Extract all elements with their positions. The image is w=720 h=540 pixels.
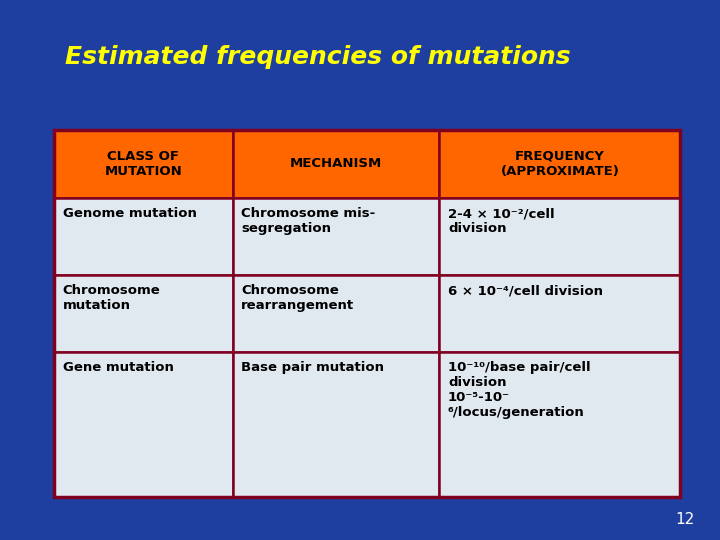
Bar — [233, 198, 439, 275]
Bar — [54, 130, 233, 198]
Text: Base pair mutation: Base pair mutation — [241, 361, 384, 374]
Text: 6 × 10⁻⁴/cell division: 6 × 10⁻⁴/cell division — [448, 285, 603, 298]
Text: MECHANISM: MECHANISM — [289, 157, 382, 170]
Bar — [439, 198, 680, 275]
Bar — [54, 130, 680, 497]
Bar — [439, 130, 680, 198]
Text: 2-4 × 10⁻²/cell
division: 2-4 × 10⁻²/cell division — [448, 207, 554, 235]
Text: 12: 12 — [675, 511, 695, 526]
Text: Chromosome
rearrangement: Chromosome rearrangement — [241, 285, 354, 312]
Bar — [233, 130, 439, 198]
Bar — [439, 352, 680, 497]
Text: Chromosome mis-
segregation: Chromosome mis- segregation — [241, 207, 375, 235]
Text: CLASS OF
MUTATION: CLASS OF MUTATION — [104, 150, 182, 178]
Text: Chromosome
mutation: Chromosome mutation — [63, 285, 161, 312]
Bar — [233, 352, 439, 497]
Text: Genome mutation: Genome mutation — [63, 207, 197, 220]
Text: 10⁻¹⁰/base pair/cell
division
10⁻⁵-10⁻
⁶/locus/generation: 10⁻¹⁰/base pair/cell division 10⁻⁵-10⁻ ⁶… — [448, 361, 590, 420]
Text: Estimated frequencies of mutations: Estimated frequencies of mutations — [65, 45, 570, 69]
Text: Gene mutation: Gene mutation — [63, 361, 174, 374]
Bar — [54, 198, 233, 275]
Bar — [54, 275, 233, 352]
Bar — [439, 275, 680, 352]
Bar — [54, 352, 233, 497]
Text: FREQUENCY
(APPROXIMATE): FREQUENCY (APPROXIMATE) — [500, 150, 619, 178]
Bar — [233, 275, 439, 352]
